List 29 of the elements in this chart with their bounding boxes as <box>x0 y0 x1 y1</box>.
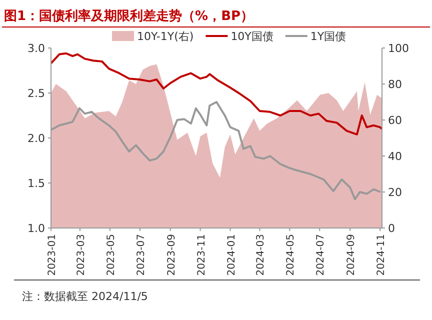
y-tick-label: 2.0 <box>28 132 45 145</box>
y2-tick-label: 80 <box>388 78 402 91</box>
y-tick-label: 1.5 <box>28 177 45 190</box>
y-tick-label: 2.5 <box>28 87 45 100</box>
legend-label: 1Y国债 <box>310 30 346 43</box>
x-tick-label: 2024-05 <box>286 234 297 276</box>
y-tick-label: 1.0 <box>28 222 45 235</box>
x-tick-label: 2023-03 <box>76 234 87 276</box>
y2-tick-label: 20 <box>388 186 402 199</box>
y2-tick-label: 0 <box>388 222 395 235</box>
y2-tick-label: 60 <box>388 114 402 127</box>
x-tick-label: 2024-09 <box>346 234 358 276</box>
legend-label: 10Y-1Y(右) <box>137 30 194 43</box>
y2-tick-label: 40 <box>388 150 402 163</box>
x-tick-label: 2023-05 <box>106 234 117 276</box>
legend-label: 10Y国债 <box>230 30 274 43</box>
text: 注：数据截至 2024/11/5 <box>22 290 148 303</box>
y-tick-label: 3.0 <box>28 42 45 55</box>
y2-tick-label: 100 <box>388 42 409 55</box>
x-tick-label: 2023-11 <box>196 234 208 276</box>
x-tick-label: 2023-07 <box>136 234 147 276</box>
chart-title: 图1：国债利率及期限利差走势（%，BP） <box>4 8 254 24</box>
x-tick-label: 2023-01 <box>47 234 58 276</box>
x-tick-label: 2024-01 <box>226 234 238 276</box>
x-tick-label: 2024-11 <box>376 234 388 276</box>
x-tick-label: 2024-07 <box>316 234 327 276</box>
x-tick-label: 2024-03 <box>256 234 267 276</box>
line-series <box>50 52 383 136</box>
x-tick-label: 2023-09 <box>166 234 178 276</box>
